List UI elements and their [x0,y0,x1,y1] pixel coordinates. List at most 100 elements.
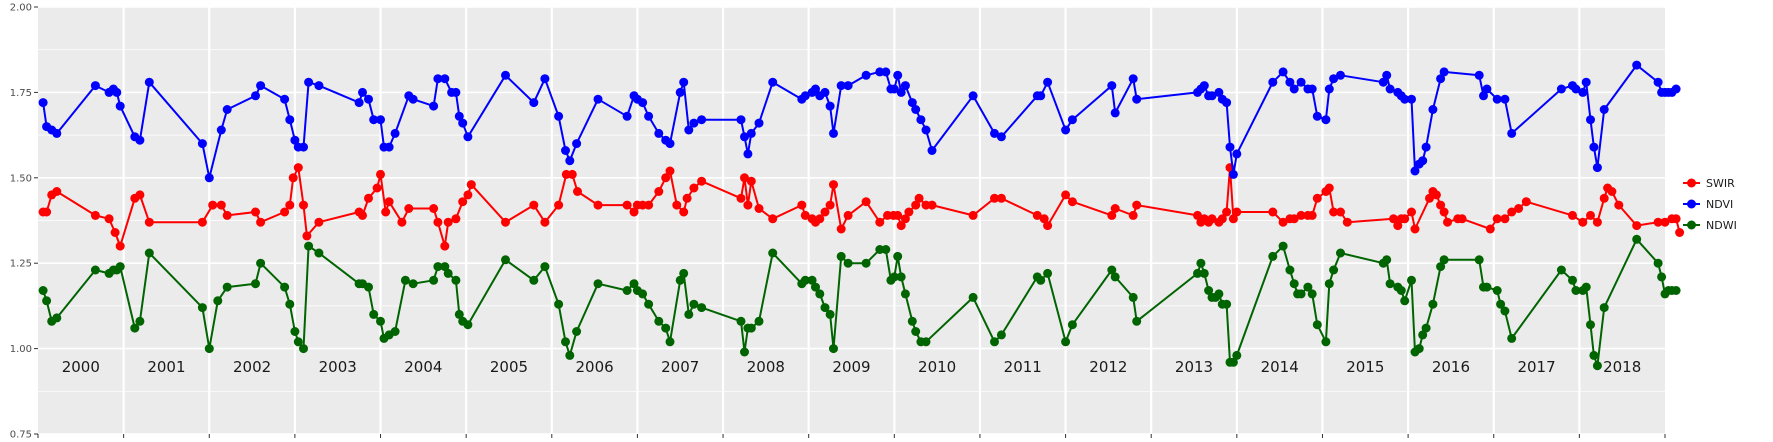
point-ndwi-156 [1589,350,1599,360]
point-ndvi-44 [529,98,539,108]
year-label-2001: 2001 [147,358,185,376]
point-ndvi-156 [1599,105,1609,114]
point-swir-64 [743,200,753,210]
point-swir-77 [843,210,853,220]
point-ndvi-95 [996,132,1006,142]
point-ndvi-120 [1296,77,1306,87]
point-swir-150 [1599,193,1609,203]
point-ndwi-133 [1396,286,1406,295]
point-ndwi-112 [1222,299,1232,309]
point-ndvi-91 [921,125,931,135]
point-ndvi-75 [820,87,830,97]
point-ndwi-157 [1592,361,1602,371]
point-ndvi-141 [1439,67,1449,77]
point-ndwi-98 [1061,337,1071,347]
point-swir-18 [285,200,295,210]
point-swir-42 [529,200,539,210]
point-ndvi-67 [746,128,756,138]
point-ndvi-137 [1418,156,1428,166]
point-ndvi-49 [572,139,582,149]
point-ndvi-119 [1289,84,1299,94]
point-ndwi-78 [836,251,846,261]
point-ndvi-127 [1336,70,1345,80]
point-swir-156 [1660,217,1670,227]
point-swir-144 [1514,204,1524,213]
point-ndwi-140 [1428,299,1438,309]
year-label-2017: 2017 [1517,358,1555,376]
point-ndwi-100 [1107,265,1117,275]
point-swir-137 [1443,217,1452,227]
point-ndvi-12 [197,139,207,149]
point-ndwi-64 [736,316,746,326]
point-ndvi-148 [1556,84,1566,94]
point-swir-11 [197,217,207,227]
point-ndwi-56 [654,316,664,326]
point-ndwi-110 [1214,289,1224,299]
year-label-2008: 2008 [747,358,785,376]
point-ndvi-41 [458,118,468,128]
point-ndwi-43 [501,255,510,265]
point-swir-62 [736,193,746,203]
point-swir-94 [1039,214,1049,224]
legend: SWIR NDVI NDWI [1683,177,1737,232]
point-ndvi-98 [1043,77,1053,87]
point-swir-13 [216,200,226,210]
point-ndwi-52 [629,279,639,289]
point-swir-44 [554,200,564,210]
point-swir-3 [52,187,62,196]
point-ndwi-21 [293,337,303,347]
point-swir-98 [1107,210,1117,220]
point-swir-154 [1632,221,1642,231]
point-swir-55 [661,173,671,183]
point-ndvi-157 [1632,60,1642,70]
point-ndwi-147 [1496,299,1506,309]
point-ndvi-32 [390,128,400,138]
point-ndwi-68 [754,316,764,326]
point-ndwi-138 [1418,330,1428,340]
point-swir-23 [314,217,324,227]
point-ndwi-3 [52,313,62,323]
point-ndwi-146 [1492,286,1502,295]
point-swir-91 [990,193,999,203]
point-ndwi-119 [1289,279,1299,289]
point-ndwi-42 [463,320,473,330]
point-swir-67 [768,214,778,224]
point-swir-40 [466,180,476,190]
point-swir-29 [381,207,391,217]
year-label-2004: 2004 [404,358,442,376]
point-swir-54 [654,187,664,196]
point-swir-83 [896,221,906,231]
point-ndvi-71 [800,91,810,101]
point-ndwi-101 [1110,272,1120,282]
point-ndvi-24 [314,81,324,91]
point-swir-97 [1067,197,1077,207]
point-ndvi-69 [768,77,778,87]
point-ndvi-68 [754,118,764,128]
point-swir-140 [1485,224,1495,234]
point-ndvi-102 [1110,108,1120,118]
point-ndwi-17 [256,258,266,268]
y-tick-label-2: 1.25 [10,259,32,270]
point-ndvi-117 [1278,67,1288,77]
point-swir-1 [42,207,52,217]
point-swir-130 [1407,207,1416,217]
point-ndvi-19 [285,115,295,125]
point-ndvi-87 [900,81,910,91]
point-ndvi-7 [112,87,122,97]
year-label-2009: 2009 [832,358,870,376]
point-swir-111 [1228,214,1238,224]
point-swir-125 [1342,217,1352,227]
legend-item-ndvi: NDVI [1683,198,1733,211]
point-ndwi-126 [1324,279,1334,289]
year-label-2018: 2018 [1603,358,1641,376]
year-label-2000: 2000 [62,358,100,376]
point-swir-96 [1061,190,1071,200]
point-ndvi-43 [501,70,510,80]
y-axis: 0.75 1.00 1.25 1.50 1.75 2.00 [10,3,38,441]
y-tick-label-0: 0.75 [10,430,32,441]
point-ndvi-65 [740,132,749,142]
point-swir-22 [302,231,312,241]
point-ndwi-139 [1421,323,1431,333]
point-ndvi-11 [144,77,154,87]
point-swir-73 [820,207,830,217]
